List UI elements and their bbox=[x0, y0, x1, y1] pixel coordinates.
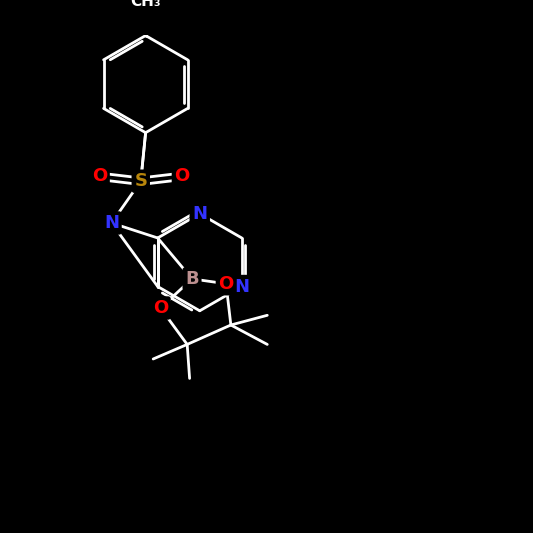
Text: N: N bbox=[104, 214, 119, 232]
Text: O: O bbox=[153, 299, 168, 317]
Text: CH₃: CH₃ bbox=[130, 0, 161, 9]
Text: O: O bbox=[174, 167, 190, 185]
Text: O: O bbox=[219, 274, 233, 293]
Text: S: S bbox=[134, 172, 147, 190]
Text: O: O bbox=[92, 167, 107, 185]
Text: N: N bbox=[192, 205, 207, 223]
Text: N: N bbox=[235, 278, 249, 295]
Text: B: B bbox=[185, 270, 199, 288]
